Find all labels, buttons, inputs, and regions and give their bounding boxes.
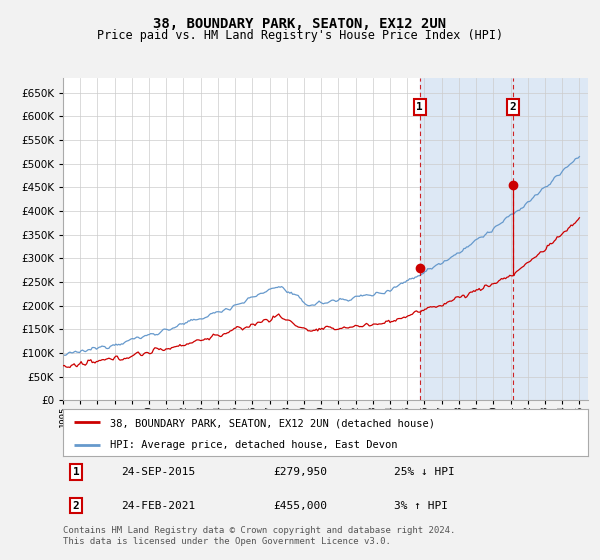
Text: 24-SEP-2015: 24-SEP-2015 bbox=[121, 467, 195, 477]
Bar bbox=[420, 78, 513, 400]
Text: £455,000: £455,000 bbox=[273, 501, 327, 511]
Text: 2: 2 bbox=[510, 102, 517, 112]
Text: 38, BOUNDARY PARK, SEATON, EX12 2UN (detached house): 38, BOUNDARY PARK, SEATON, EX12 2UN (det… bbox=[110, 418, 435, 428]
Text: 25% ↓ HPI: 25% ↓ HPI bbox=[394, 467, 455, 477]
Text: Price paid vs. HM Land Registry's House Price Index (HPI): Price paid vs. HM Land Registry's House … bbox=[97, 29, 503, 42]
Text: 38, BOUNDARY PARK, SEATON, EX12 2UN: 38, BOUNDARY PARK, SEATON, EX12 2UN bbox=[154, 17, 446, 31]
Text: 1: 1 bbox=[73, 467, 79, 477]
Text: 2: 2 bbox=[73, 501, 79, 511]
Text: HPI: Average price, detached house, East Devon: HPI: Average price, detached house, East… bbox=[110, 441, 398, 450]
Text: £279,950: £279,950 bbox=[273, 467, 327, 477]
Text: 1: 1 bbox=[416, 102, 423, 112]
Bar bbox=[513, 78, 588, 400]
Text: 3% ↑ HPI: 3% ↑ HPI bbox=[394, 501, 448, 511]
Text: Contains HM Land Registry data © Crown copyright and database right 2024.
This d: Contains HM Land Registry data © Crown c… bbox=[63, 526, 455, 546]
Text: 24-FEB-2021: 24-FEB-2021 bbox=[121, 501, 195, 511]
